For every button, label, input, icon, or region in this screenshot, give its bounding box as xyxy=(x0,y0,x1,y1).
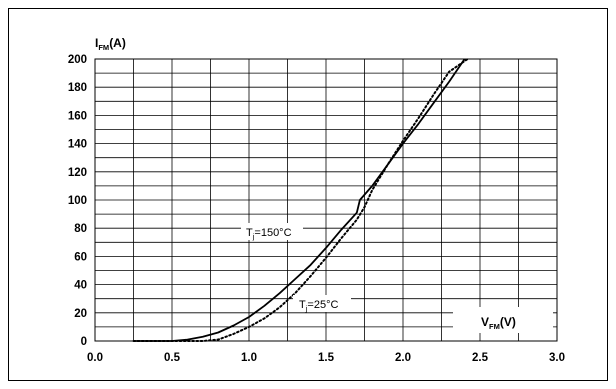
y-tick-label: 20 xyxy=(74,308,87,320)
annotation-tj-150c-background xyxy=(241,223,303,240)
y-tick-label: 200 xyxy=(68,54,87,66)
y-tick-label: 180 xyxy=(68,82,87,94)
y-tick-label: 160 xyxy=(68,110,87,122)
annotation-tj-25c-background xyxy=(293,295,351,312)
x-tick-label: 2.0 xyxy=(395,352,411,364)
y-tick-label: 120 xyxy=(68,167,87,179)
y-tick-label: 60 xyxy=(74,251,87,263)
series-line-tj-25c xyxy=(132,58,469,342)
chart-svg: 0 20 40 60 80 100 120 140 160 180 200 0.0 0.5 1.0 1.5 2… xyxy=(68,36,565,364)
x-tick-label: 1.5 xyxy=(318,352,335,364)
y-tick-label: 0 xyxy=(81,336,87,348)
y-axis-title: IFM(A) xyxy=(95,36,126,52)
x-axis-title-background xyxy=(453,307,553,333)
x-tick-label: 3.0 xyxy=(549,352,565,364)
x-tick-label: 0.0 xyxy=(87,352,103,364)
x-tick-label: 2.5 xyxy=(472,352,489,364)
x-tick-label: 1.0 xyxy=(241,352,257,364)
annotation-tj-25c: Tj=25°C xyxy=(299,299,338,313)
y-tick-label: 140 xyxy=(68,139,87,151)
y-tick-label: 40 xyxy=(74,280,87,292)
y-tick-label: 100 xyxy=(68,195,87,207)
chart-frame: 0 20 40 60 80 100 120 140 160 180 200 0.0 0.5 1.0 1.5 2… xyxy=(8,8,608,381)
x-tick-label: 0.5 xyxy=(164,352,181,364)
plot-area-border xyxy=(94,58,558,342)
annotation-tj-150c: Tj=150°C xyxy=(246,227,292,241)
y-tick-label: 80 xyxy=(74,223,87,235)
series-line-tj-150c xyxy=(133,58,466,342)
x-axis-title: VFM(V) xyxy=(481,315,516,331)
